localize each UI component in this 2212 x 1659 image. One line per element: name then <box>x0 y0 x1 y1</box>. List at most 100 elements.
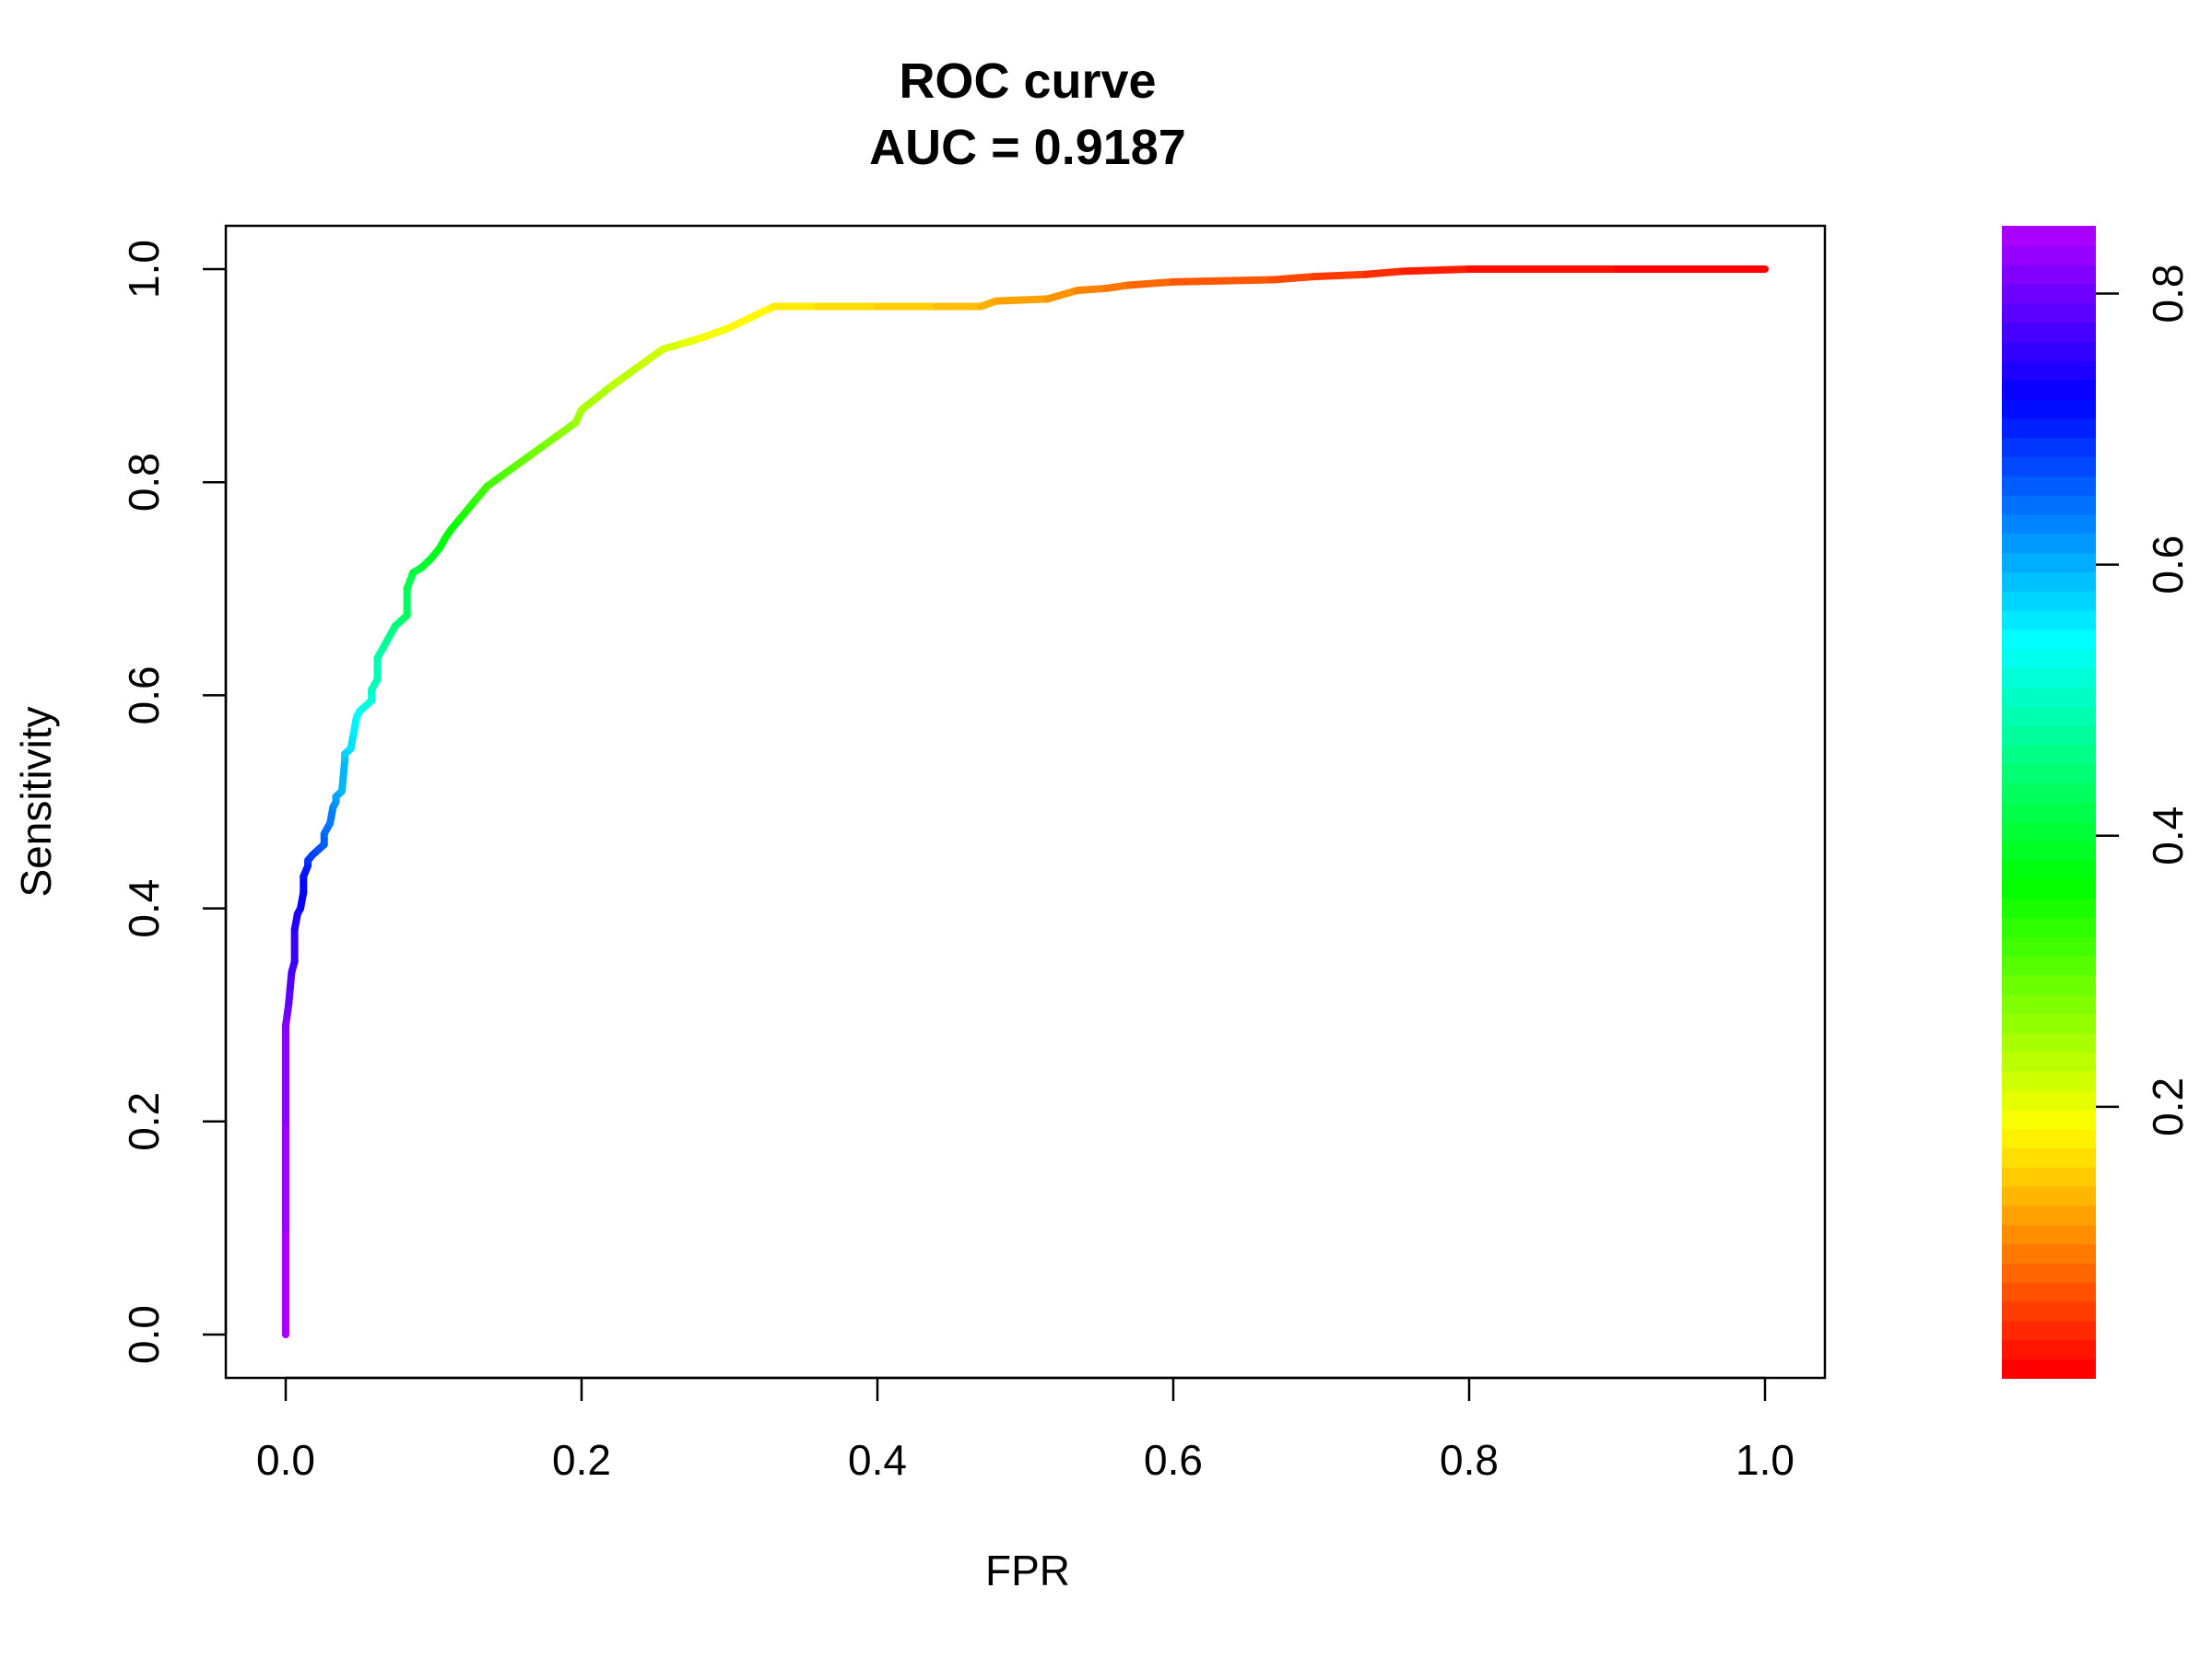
colorbar-swatch <box>2002 1339 2096 1360</box>
roc-curve-segment <box>1102 281 1133 292</box>
colorbar-swatch <box>2002 705 2096 726</box>
roc-curve-segment <box>578 382 616 414</box>
x-tick-label: 0.4 <box>848 1436 907 1484</box>
colorbar-swatch <box>2002 1224 2096 1245</box>
y-tick-label: 0.6 <box>120 665 168 724</box>
roc-curve-segment <box>1398 265 1473 276</box>
colorbar-swatch <box>2002 878 2096 900</box>
colorbar-swatch <box>2002 917 2096 937</box>
colorbar-swatch <box>2002 1147 2096 1168</box>
colorbar-swatch <box>2002 687 2096 707</box>
colorbar-swatch <box>2002 283 2096 304</box>
roc-curve-segment <box>1310 270 1370 281</box>
color-legend: 0.2 0.4 0.6 0.8 <box>2002 226 2192 1379</box>
y-axis-label: Sensitivity <box>12 706 60 897</box>
colorbar-swatch <box>2002 974 2096 995</box>
y-tick-label: 0.8 <box>120 453 168 512</box>
colorbar-swatch <box>2002 1300 2096 1322</box>
colorbar-swatch <box>2002 571 2096 592</box>
colorbar-tick-label: 0.8 <box>2144 265 2192 324</box>
colorbar-swatch <box>2002 724 2096 746</box>
colorbar-swatch <box>2002 955 2096 976</box>
colorbar-swatch <box>2002 456 2096 477</box>
x-tick-label: 0.6 <box>1144 1436 1203 1484</box>
roc-curve-segment <box>337 755 349 795</box>
colorbar-swatch <box>2002 648 2096 669</box>
colorbar-swatch <box>2002 1243 2096 1264</box>
roc-curve-segment <box>696 324 734 343</box>
colorbar-swatch <box>2002 994 2096 1015</box>
y-axis: 0.0 0.2 0.4 0.6 0.8 1.0 <box>120 240 228 1364</box>
colorbar-swatch <box>2002 1089 2096 1111</box>
x-tick-label: 1.0 <box>1735 1436 1794 1484</box>
colorbar-swatch <box>2002 264 2096 285</box>
colorbar-swatch <box>2002 935 2096 957</box>
colorbar-swatch <box>2002 1070 2096 1091</box>
x-tick-label: 0.8 <box>1440 1436 1499 1484</box>
colorbar-swatch <box>2002 802 2096 822</box>
chart-subtitle: AUC = 0.9187 <box>869 120 1186 175</box>
roc-curve-segment <box>1268 273 1318 284</box>
colorbar-swatch <box>2002 782 2096 803</box>
colorbar-tick-label: 0.2 <box>2144 1077 2192 1136</box>
chart-title: ROC curve <box>899 53 1156 109</box>
colorbar-swatch <box>2002 398 2096 419</box>
colorbar-swatch <box>2002 552 2096 572</box>
plot-frame <box>224 224 1827 1380</box>
y-tick-label: 0.0 <box>120 1305 168 1364</box>
colorbar-swatch <box>2002 1051 2096 1072</box>
colorbar-swatch <box>2002 494 2096 515</box>
colorbar-tick-label: 0.6 <box>2144 535 2192 594</box>
roc-curve-segment <box>725 302 778 332</box>
roc-curve-segment <box>1124 277 1177 289</box>
colorbar-swatch <box>2002 302 2096 324</box>
colorbar-swatch <box>2002 1013 2096 1033</box>
colorbar-swatch <box>2002 1263 2096 1283</box>
colorbar-swatch <box>2002 437 2096 457</box>
roc-curve-segment <box>637 345 667 370</box>
colorbar-swatch <box>2002 475 2096 496</box>
roc-curve-segment <box>1170 276 1277 286</box>
colorbar-swatch <box>2002 744 2096 765</box>
colorbar-swatch <box>2002 533 2096 554</box>
roc-curve-segment <box>1361 267 1406 278</box>
roc-curve-segment <box>992 295 1052 305</box>
colorbar-swatch <box>2002 898 2096 918</box>
colorbar-swatch <box>2002 629 2096 650</box>
colorbar-swatch <box>2002 609 2096 630</box>
colorbar-swatch <box>2002 341 2096 361</box>
colorbar-swatch <box>2002 1320 2096 1341</box>
colorbar-swatch <box>2002 322 2096 342</box>
colorbar-tick-label: 0.4 <box>2144 806 2192 865</box>
colorbar-swatch <box>2002 840 2096 861</box>
roc-curve-segment <box>1043 287 1081 303</box>
colorbar-swatch <box>2002 244 2096 265</box>
x-axis: 0.0 0.2 0.4 0.6 0.8 1.0 <box>256 1376 1794 1484</box>
colorbar-swatch <box>2002 1281 2096 1302</box>
colorbar-swatch <box>2002 379 2096 400</box>
y-tick-label: 1.0 <box>120 240 168 299</box>
roc-curve <box>282 265 1769 1338</box>
y-tick-label: 0.2 <box>120 1092 168 1151</box>
colorbar-swatch <box>2002 667 2096 688</box>
colorbar-swatch <box>2002 1359 2096 1379</box>
roc-curve-segment <box>607 361 645 391</box>
colorbar-swatch <box>2002 859 2096 880</box>
colorbar-swatch <box>2002 1109 2096 1130</box>
colorbar-swatch <box>2002 820 2096 841</box>
colorbar-swatch <box>2002 1032 2096 1053</box>
colorbar-swatch <box>2002 590 2096 611</box>
y-tick-label: 0.4 <box>120 879 168 938</box>
colorbar-swatch <box>2002 1166 2096 1187</box>
roc-curve-segment <box>1073 284 1111 295</box>
colorbar-swatch <box>2002 418 2096 439</box>
colorbar-swatch <box>2002 359 2096 381</box>
x-axis-label: FPR <box>985 1547 1070 1594</box>
colorbar-swatch <box>2002 1205 2096 1226</box>
colorbar-swatch <box>2002 1185 2096 1206</box>
colorbar-swatch <box>2002 226 2096 246</box>
x-tick-label: 0.2 <box>552 1436 611 1484</box>
colorbar-swatch <box>2002 1128 2096 1148</box>
colorbar-swatch <box>2002 763 2096 784</box>
